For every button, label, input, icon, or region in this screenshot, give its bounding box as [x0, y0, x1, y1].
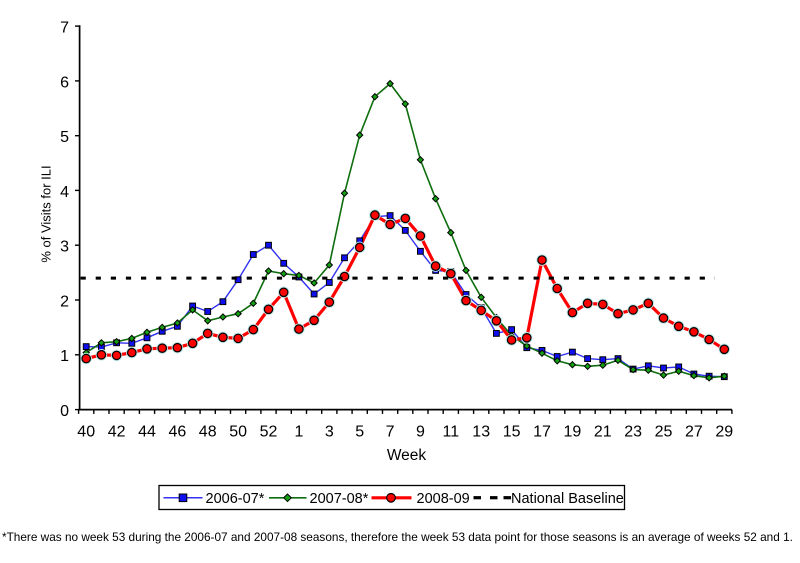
svg-text:2: 2 — [60, 293, 69, 310]
svg-text:*There was no week 53 during t: *There was no week 53 during the 2006-07… — [2, 530, 793, 544]
svg-text:6: 6 — [60, 74, 69, 91]
svg-text:5: 5 — [355, 423, 364, 440]
svg-text:17: 17 — [533, 423, 551, 440]
svg-text:2006-07*: 2006-07* — [206, 491, 265, 507]
svg-text:13: 13 — [472, 423, 490, 440]
svg-text:29: 29 — [715, 423, 733, 440]
svg-text:23: 23 — [624, 423, 642, 440]
svg-text:3: 3 — [60, 239, 69, 256]
svg-text:1: 1 — [294, 423, 303, 440]
svg-text:5: 5 — [60, 129, 69, 146]
svg-text:48: 48 — [199, 423, 217, 440]
svg-text:19: 19 — [564, 423, 582, 440]
svg-text:50: 50 — [229, 423, 247, 440]
svg-text:National Baseline: National Baseline — [511, 491, 624, 507]
svg-text:% of Visits for ILI: % of Visits for ILI — [39, 165, 54, 262]
svg-text:3: 3 — [325, 423, 334, 440]
svg-text:Week: Week — [387, 447, 427, 464]
svg-text:2008-09: 2008-09 — [417, 491, 470, 507]
svg-text:27: 27 — [685, 423, 703, 440]
svg-text:1: 1 — [60, 348, 69, 365]
svg-text:7: 7 — [386, 423, 395, 440]
svg-text:0: 0 — [60, 403, 69, 420]
svg-text:2007-08*: 2007-08* — [310, 491, 369, 507]
svg-text:52: 52 — [260, 423, 278, 440]
svg-text:15: 15 — [503, 423, 521, 440]
svg-text:40: 40 — [77, 423, 95, 440]
svg-text:21: 21 — [594, 423, 612, 440]
svg-text:42: 42 — [108, 423, 126, 440]
svg-text:4: 4 — [60, 184, 69, 201]
svg-text:11: 11 — [442, 423, 459, 440]
svg-text:9: 9 — [416, 423, 425, 440]
svg-text:25: 25 — [655, 423, 673, 440]
svg-text:7: 7 — [60, 20, 69, 37]
svg-text:46: 46 — [169, 423, 187, 440]
svg-text:44: 44 — [138, 423, 156, 440]
